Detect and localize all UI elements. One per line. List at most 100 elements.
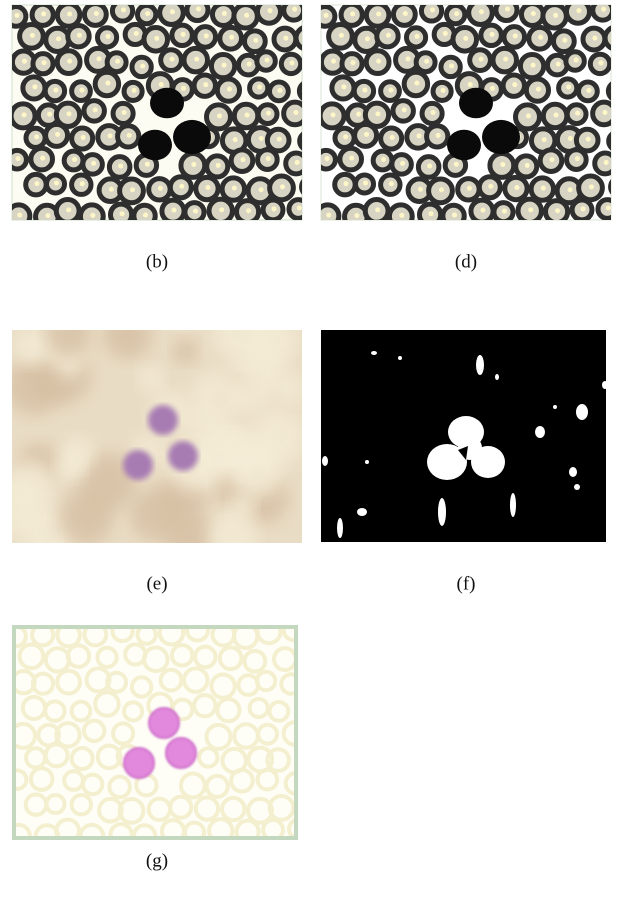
cell-center [109,187,114,192]
cell-center [430,7,435,12]
cell-center [343,181,348,186]
cell-center [55,132,60,137]
cell-center [232,186,237,191]
cell-center [449,63,454,68]
cell-center [16,156,21,161]
panel-b-cells [6,0,320,228]
cell-center [399,213,404,218]
mask-speck [602,381,608,389]
cell-center [115,59,120,64]
cell-center [143,212,148,217]
cell-center [222,63,227,68]
cell-center [240,157,245,162]
cell-center [66,207,71,212]
cell-center [203,82,208,87]
cell-center [463,36,468,41]
cell-center [406,56,411,61]
texture-blob [5,357,63,415]
cell-center [468,82,473,87]
texture-blob [230,494,256,520]
cell-center [339,33,344,38]
cell-center [132,88,137,93]
mask-speck [569,467,577,477]
cell-center [479,57,484,62]
dark-cell [459,88,493,119]
cell-center [403,11,408,16]
cell-center [179,184,184,189]
cell-center [205,185,210,190]
cell-center [417,133,422,138]
cell [296,27,318,49]
cell-center [265,57,270,62]
cell-center [414,81,419,86]
cell-center [356,112,361,117]
cell-center [490,86,495,91]
cell-center [40,156,45,161]
nucleus [166,738,196,768]
cell-center [424,59,429,64]
cell-center [418,187,423,192]
caption: (b) [146,251,168,272]
cell-center [130,187,135,192]
cell-center [549,157,554,162]
cell-center [386,33,391,38]
cell-center [79,88,84,93]
cell-center [259,136,264,141]
dark-cell [447,130,481,161]
cell-center [80,181,85,186]
cell-center [503,57,508,62]
mask-speck [357,508,367,516]
dark-cell [138,130,172,161]
cell-center [32,84,37,89]
cell-center [266,111,271,116]
cell-center [120,211,125,216]
cell-center [41,11,46,16]
cell-center [365,36,370,41]
cell-center [158,186,163,191]
cell-center [467,186,472,191]
cell-center [293,110,298,115]
caption: (e) [146,573,167,594]
cell-center [375,207,380,212]
caption: (g) [146,850,168,871]
cell-center [127,133,132,138]
cell-center [245,112,250,117]
faint-cell [302,798,320,816]
cell-center [490,32,495,37]
cell-center [217,113,222,118]
cell-center [194,57,199,62]
cell-center [431,110,436,115]
cell-center [331,112,336,117]
texture-blob [56,452,85,481]
cell-center [122,110,127,115]
faint-cell [299,702,317,720]
cell-center [602,110,607,115]
cell-center [67,59,72,64]
cell [608,82,618,100]
cell-center [589,184,594,189]
mask-speck [576,404,588,420]
cell-center [581,206,586,211]
cell-center [91,161,96,166]
faint-cell [296,647,318,669]
cell-center [525,163,530,168]
cell-center [171,208,176,213]
cell-center [170,57,175,62]
cell-center [541,186,546,191]
cell-center [181,86,186,91]
cell-center [514,185,519,190]
cell-center [267,8,272,13]
texture-blob [213,303,273,363]
dark-cell [482,120,520,154]
cell-center [362,88,367,93]
cell-center [121,7,126,12]
cell-center [402,107,407,112]
mask-speck [535,426,545,438]
cell-center [512,82,517,87]
cell-center [90,213,95,218]
cell-center [154,36,159,41]
cell-center [331,59,336,64]
cell-center [106,34,111,39]
cell-center [604,160,609,165]
caption: (f) [457,573,476,594]
